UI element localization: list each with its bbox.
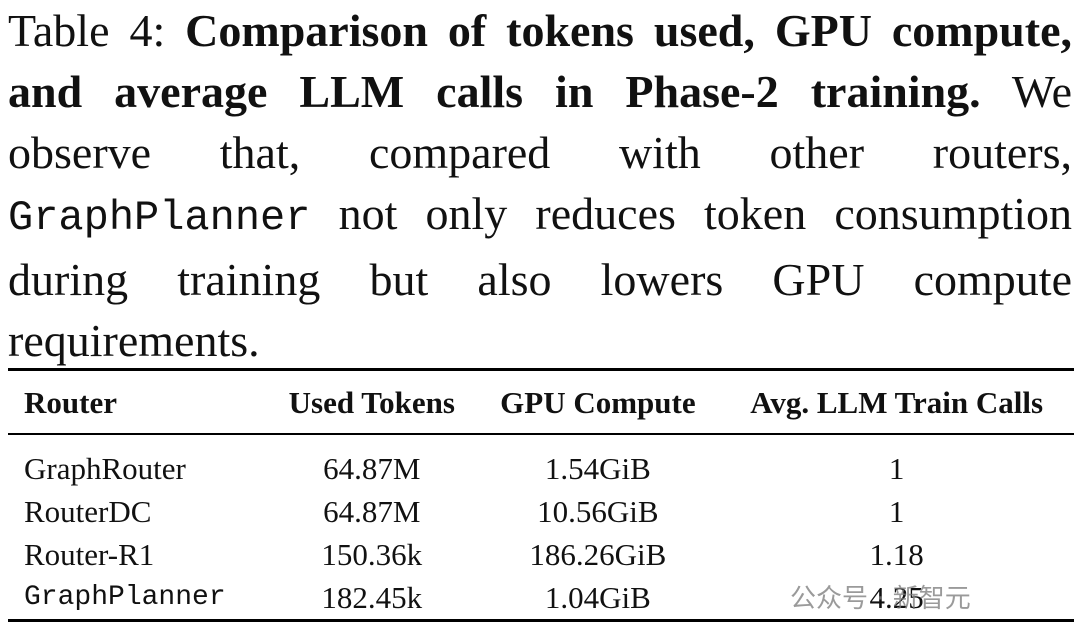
watermark: 公众号 · 新智元 — [790, 584, 971, 614]
caption-code: GraphPlanner — [8, 194, 311, 242]
table-body: GraphRouter 64.87M 1.54GiB 1 RouterDC 64.87M 1… — [8, 434, 1074, 621]
table-cell: GraphRouter — [24, 450, 186, 486]
table-row: GraphRouter 64.87M 1.54GiB 1 — [8, 434, 1074, 490]
table-cell: 150.36k — [321, 536, 423, 572]
table-cell: 1 — [888, 450, 905, 486]
table-cell: 10.56GiB — [537, 493, 659, 529]
table-cell: 64.87M — [323, 493, 421, 529]
table-cell: Router-R1 — [24, 536, 155, 572]
table-row: GraphPlanner 182.45k 1.04GiB 4.25 — [8, 576, 1074, 621]
table-cell: GraphPlanner — [24, 582, 226, 613]
table-row: RouterDC 64.87M 10.56GiB 1 — [8, 490, 1074, 533]
header-row: Router Used Tokens GPU Compute Avg. LLM Tra… — [8, 369, 1074, 434]
table-cell: 4.25 — [869, 579, 924, 615]
table-cell: 1.04GiB — [544, 579, 651, 615]
table-row: Router-R1 150.36k 186.26GiB 1.18 — [8, 533, 1074, 576]
table-cell: 64.87M — [323, 450, 421, 486]
column-header: GPU Compute — [500, 385, 696, 420]
table-caption: Table 4: Comparison of tokens used, GPU … — [8, 0, 1072, 371]
column-header: Router — [24, 385, 117, 420]
table-cell: 1.54GiB — [544, 450, 651, 486]
table-cell: 186.26GiB — [529, 536, 667, 572]
column-header: Used Tokens — [288, 385, 455, 420]
column-header: Avg. LLM Train Calls — [750, 385, 1044, 420]
caption-text: We observe that, compared with other rou… — [8, 66, 1072, 178]
table-cell: 1 — [888, 493, 905, 529]
table-head: Router Used Tokens GPU Compute Avg. LLM Tra… — [8, 369, 1074, 434]
caption-bold: Comparison of tokens used, GPU compute, … — [8, 5, 1072, 117]
data-table: Router Used Tokens GPU Compute Avg. LLM Tra… — [8, 368, 1074, 622]
caption-label: Table 4: — [8, 5, 166, 56]
table-cell: 182.45k — [321, 579, 423, 615]
table-cell: 1.18 — [869, 536, 924, 572]
table-cell: RouterDC — [24, 493, 152, 529]
caption-text: not only reduces token consumption durin… — [8, 188, 1073, 366]
